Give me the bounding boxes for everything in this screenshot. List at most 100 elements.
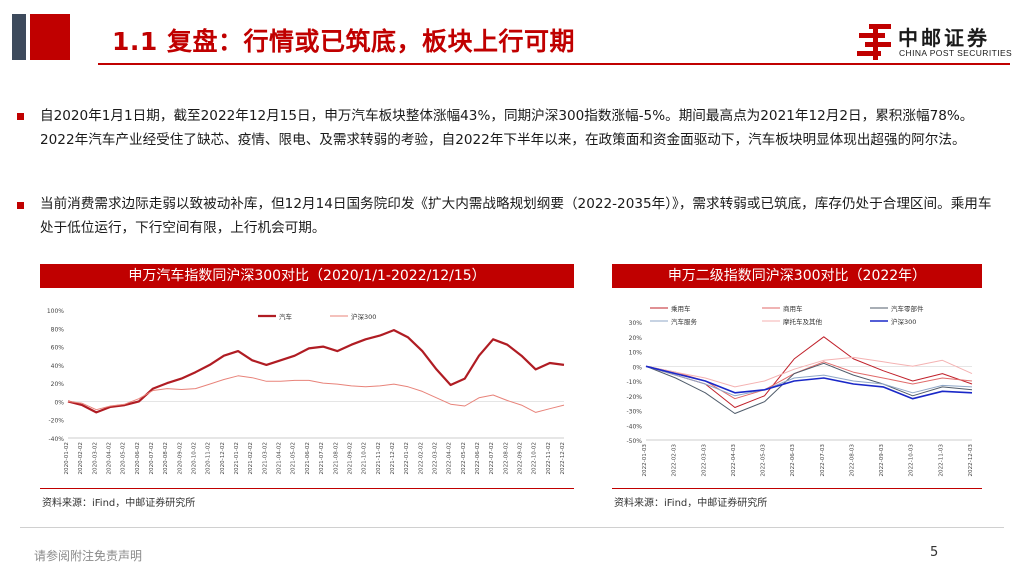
x-tick-label: 2022-07-03	[820, 444, 826, 477]
series-line	[645, 365, 973, 400]
x-tick-label: 2022-10-02	[532, 442, 538, 475]
legend-label: 摩托车及其他	[783, 317, 823, 326]
x-tick-label: 2022-09-03	[879, 444, 885, 477]
right-chart-bottom-rule	[612, 488, 982, 489]
bullet-text-2: 当前消费需求边际走弱以致被动补库，但12月14日国务院印发《扩大内需战略规划纲要…	[40, 196, 992, 236]
header-decoration-red	[30, 14, 70, 60]
legend-label: 商用车	[783, 304, 803, 313]
x-tick-label: 2021-07-02	[319, 442, 325, 475]
x-tick-label: 2022-05-03	[761, 444, 767, 477]
footer-divider	[20, 527, 1004, 528]
x-tick-label: 2022-08-03	[849, 444, 855, 477]
legend-label: 汽车服务	[671, 317, 698, 326]
series-line	[67, 375, 565, 413]
y-tick-label: 20%	[629, 335, 643, 342]
series-line	[645, 356, 973, 388]
x-tick-label: 2022-02-02	[418, 442, 424, 475]
x-tick-label: 2022-01-03	[642, 444, 648, 477]
y-tick-label: 0%	[632, 364, 642, 371]
x-tick-label: 2022-11-02	[546, 442, 552, 475]
y-tick-label: -10%	[626, 379, 642, 386]
x-tick-label: 2021-06-02	[305, 442, 311, 475]
x-tick-label: 2020-02-02	[78, 442, 84, 475]
x-tick-label: 2021-09-02	[347, 442, 353, 475]
series-line	[645, 362, 973, 414]
y-tick-label: -20%	[626, 394, 642, 401]
y-tick-label: -30%	[626, 409, 642, 416]
header-decoration-dark	[12, 14, 26, 60]
x-tick-label: 2022-10-03	[909, 444, 915, 477]
x-tick-label: 2020-03-02	[92, 442, 98, 475]
footer-disclaimer: 请参阅附注免责声明	[34, 549, 143, 563]
bullet-marker	[17, 202, 24, 209]
x-tick-label: 2022-01-02	[404, 442, 410, 475]
y-tick-label: 20%	[51, 381, 65, 388]
x-tick-label: 2020-08-02	[163, 442, 169, 475]
y-tick-label: -20%	[48, 418, 64, 425]
x-tick-label: 2021-01-02	[234, 442, 240, 475]
x-tick-label: 2022-04-02	[447, 442, 453, 475]
series-line	[67, 328, 565, 414]
bullet-text-1: 自2020年1月1日期，截至2022年12月15日，申万汽车板块整体涨幅43%，…	[40, 108, 974, 148]
x-tick-label: 2020-12-02	[220, 442, 226, 475]
x-tick-label: 2021-02-02	[248, 442, 254, 475]
x-tick-label: 2022-04-03	[731, 444, 737, 477]
x-tick-label: 2020-06-02	[135, 442, 141, 475]
page-number: 5	[930, 545, 939, 560]
left-chart-title: 申万汽车指数同沪深300对比（2020/1/1-2022/12/15）	[40, 264, 574, 288]
x-tick-label: 2021-12-02	[390, 442, 396, 475]
legend-label: 汽车零部件	[891, 304, 924, 313]
x-tick-label: 2022-07-02	[489, 442, 495, 475]
title-divider	[98, 63, 1010, 65]
x-tick-label: 2020-04-02	[107, 442, 113, 475]
x-tick-label: 2020-10-02	[192, 442, 198, 475]
x-tick-label: 2022-06-03	[790, 444, 796, 477]
bullet-marker	[17, 113, 24, 120]
legend-label: 乘用车	[671, 304, 691, 313]
x-tick-label: 2022-11-03	[938, 444, 944, 477]
series-line	[645, 365, 973, 397]
china-post-logo-icon	[857, 24, 891, 60]
x-tick-label: 2021-11-02	[376, 442, 382, 475]
x-tick-label: 2022-09-02	[517, 442, 523, 475]
x-tick-label: 2022-08-02	[503, 442, 509, 475]
y-tick-label: 80%	[51, 326, 65, 333]
legend-label: 沪深300	[891, 317, 916, 326]
left-line-chart: 100% 80% 60% 40% 20% 0% -20% -40%2020-01-02 2020…	[47, 308, 566, 475]
logo-english-name: CHINA POST SECURITIES	[899, 48, 1013, 58]
x-tick-label: 2020-07-02	[149, 442, 155, 475]
logo-chinese-name: 中邮证券	[898, 26, 990, 50]
y-tick-label: 60%	[51, 345, 65, 352]
y-tick-label: 100%	[47, 308, 64, 315]
y-tick-label: 40%	[51, 363, 65, 370]
left-chart-source: 资料来源：iFind，中邮证券研究所	[42, 498, 196, 509]
y-tick-label: 0%	[54, 399, 64, 406]
x-tick-label: 2022-05-02	[461, 442, 467, 475]
page-title: 1.1 复盘：行情或已筑底，板块上行可期	[112, 27, 575, 56]
x-tick-label: 2022-06-02	[475, 442, 481, 475]
right-line-chart: 30% 20% 10% 0% -10% -20% -30% -40% -50%2022-01-0…	[626, 304, 974, 477]
legend-label: 沪深300	[351, 312, 376, 321]
y-tick-label: -40%	[48, 436, 64, 443]
x-tick-label: 2020-05-02	[121, 442, 127, 475]
x-tick-label: 2022-03-03	[701, 444, 707, 477]
right-chart-source: 资料来源：iFind，中邮证券研究所	[614, 498, 768, 509]
y-tick-label: 30%	[629, 320, 643, 327]
y-tick-label: 10%	[629, 350, 643, 357]
x-tick-label: 2021-05-02	[291, 442, 297, 475]
x-tick-label: 2020-01-02	[64, 442, 70, 475]
x-tick-label: 2021-04-02	[277, 442, 283, 475]
y-tick-label: -50%	[626, 438, 642, 445]
x-tick-label: 2021-08-02	[333, 442, 339, 475]
y-tick-label: -40%	[626, 423, 642, 430]
x-tick-label: 2020-11-02	[206, 442, 212, 475]
x-tick-label: 2022-12-02	[560, 442, 566, 475]
x-tick-label: 2022-02-03	[672, 444, 678, 477]
left-chart-bottom-rule	[40, 488, 574, 489]
x-tick-label: 2021-10-02	[362, 442, 368, 475]
x-tick-label: 2021-03-02	[262, 442, 268, 475]
x-tick-label: 2020-09-02	[177, 442, 183, 475]
right-chart-title: 申万二级指数同沪深300对比（2022年）	[612, 264, 982, 288]
x-tick-label: 2022-03-02	[432, 442, 438, 475]
x-tick-label: 2022-12-03	[968, 444, 974, 477]
